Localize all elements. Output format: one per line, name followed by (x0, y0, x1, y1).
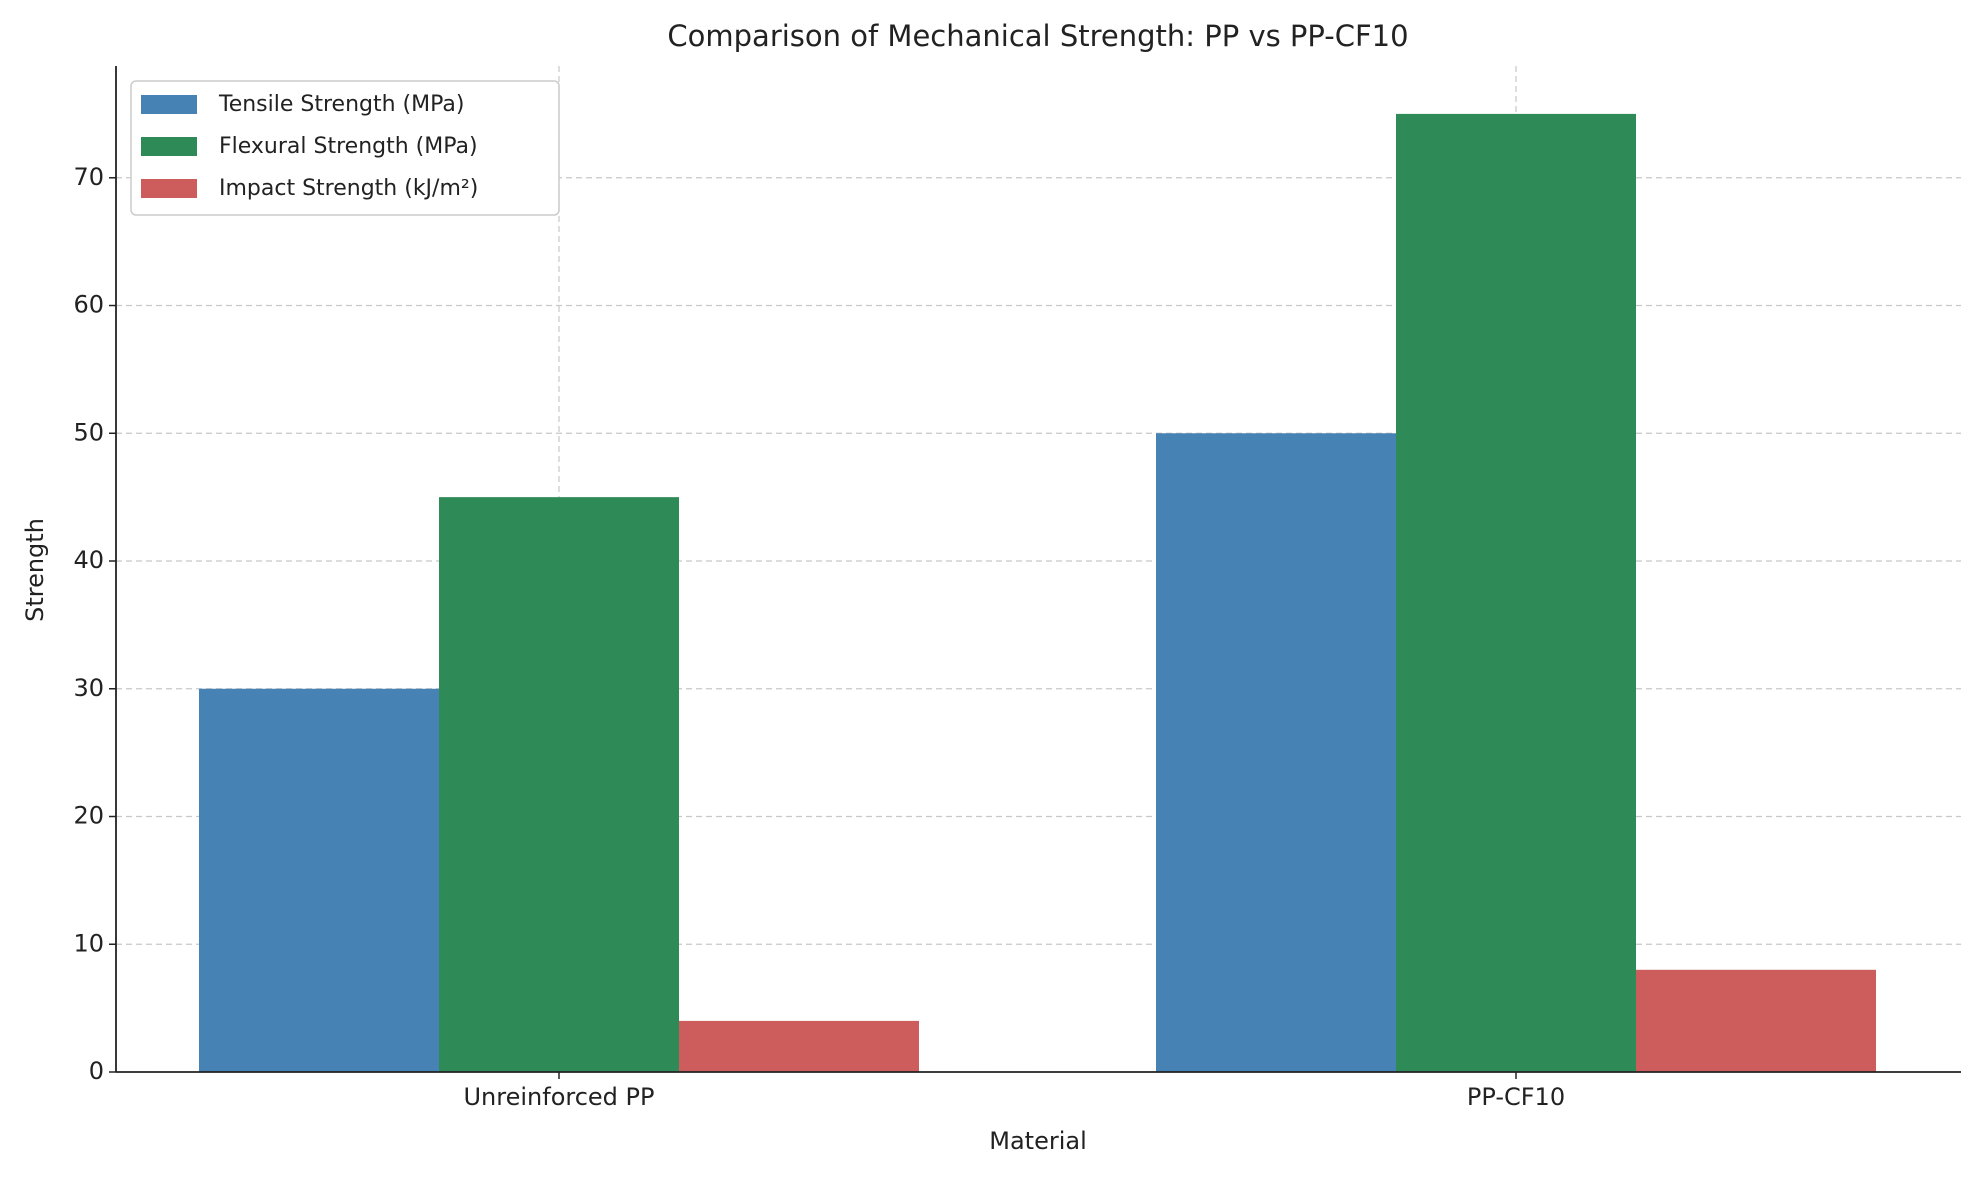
legend-label: Flexural Strength (MPa) (219, 134, 478, 159)
y-tick-label: 70 (73, 163, 104, 191)
legend-label: Impact Strength (kJ/m²) (219, 176, 478, 201)
x-tick-label: Unreinforced PP (463, 1083, 654, 1111)
y-tick-label: 0 (89, 1057, 104, 1085)
bar (1156, 433, 1396, 1072)
bar (679, 1020, 919, 1072)
bar (199, 688, 439, 1072)
y-tick-label: 10 (73, 929, 104, 957)
bar (439, 497, 679, 1073)
legend-box (130, 80, 560, 216)
legend-swatch (141, 137, 197, 156)
legend-swatch (141, 95, 197, 114)
y-axis-label: Strength (21, 518, 49, 622)
y-tick-label: 20 (73, 802, 104, 830)
x-axis-label: Material (989, 1127, 1087, 1155)
y-tick-label: 40 (73, 546, 104, 574)
legend-label: Tensile Strength (MPa) (218, 92, 464, 117)
y-tick-label: 50 (73, 418, 104, 446)
y-tick-label: 60 (73, 291, 104, 319)
legend-swatch (141, 179, 197, 198)
chart-title: Comparison of Mechanical Strength: PP vs… (667, 19, 1408, 53)
x-tick-label: PP-CF10 (1467, 1083, 1565, 1111)
bar (1636, 969, 1876, 1072)
legend: Tensile Strength (MPa) Flexural Strength … (130, 80, 560, 216)
bar (1396, 113, 1636, 1072)
y-tick-label: 30 (73, 674, 104, 702)
